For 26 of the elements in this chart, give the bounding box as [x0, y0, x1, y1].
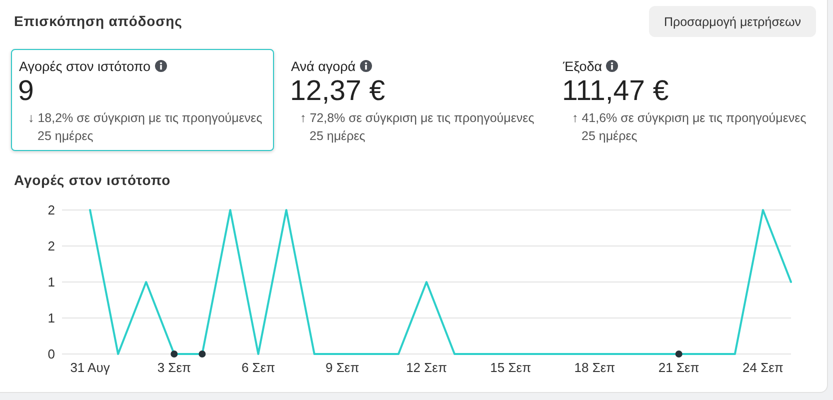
category-label: Ανά αγορά — [291, 59, 356, 74]
text: 111,47 € — [562, 75, 669, 107]
x-tick-label: 15 Σεπ — [490, 360, 532, 375]
text: ↑ 41,6% σε σύγκριση με τις προηγούμενες 25 ημέρες — [572, 111, 806, 143]
x-tick-label: 24 Σεπ — [742, 360, 784, 375]
x-tick-label: 9 Σεπ — [326, 360, 360, 375]
y-tick-label: 0 — [48, 346, 55, 362]
x-tick-label: 18 Σεπ — [574, 360, 616, 375]
x-tick-label: 6 Σεπ — [241, 360, 276, 375]
y-tick-label: 1 — [48, 274, 55, 290]
y-tick-label: 1 — [48, 310, 55, 326]
text: Επισκόπηση απόδοσης — [14, 13, 182, 29]
x-tick-label: 12 Σεπ — [406, 360, 447, 375]
x-tick-label: 21 Σεπ — [658, 360, 700, 375]
text: ↑ 72,8% σε σύγκριση με τις προηγούμενες 25 ημέρες — [300, 111, 534, 143]
category-label: Αγορές στον ιστότοπο — [19, 59, 151, 74]
y-tick-label: 2 — [48, 238, 55, 254]
text: 9 — [18, 75, 34, 107]
button: Προσαρμογή μετρήσεων — [649, 6, 816, 37]
text: ↓ 18,2% σε σύγκριση με τις προηγούμενες 25 ημέρες — [28, 111, 262, 143]
x-tick-label: 31 Αυγ — [70, 360, 110, 375]
category-label: Έξοδα — [563, 59, 602, 74]
chart-title: Αγορές στον ιστότοπο — [14, 172, 171, 188]
x-tick-label: 3 Σεπ — [157, 360, 191, 375]
y-tick-label: 2 — [48, 202, 55, 218]
text: 12,37 € — [290, 75, 386, 107]
